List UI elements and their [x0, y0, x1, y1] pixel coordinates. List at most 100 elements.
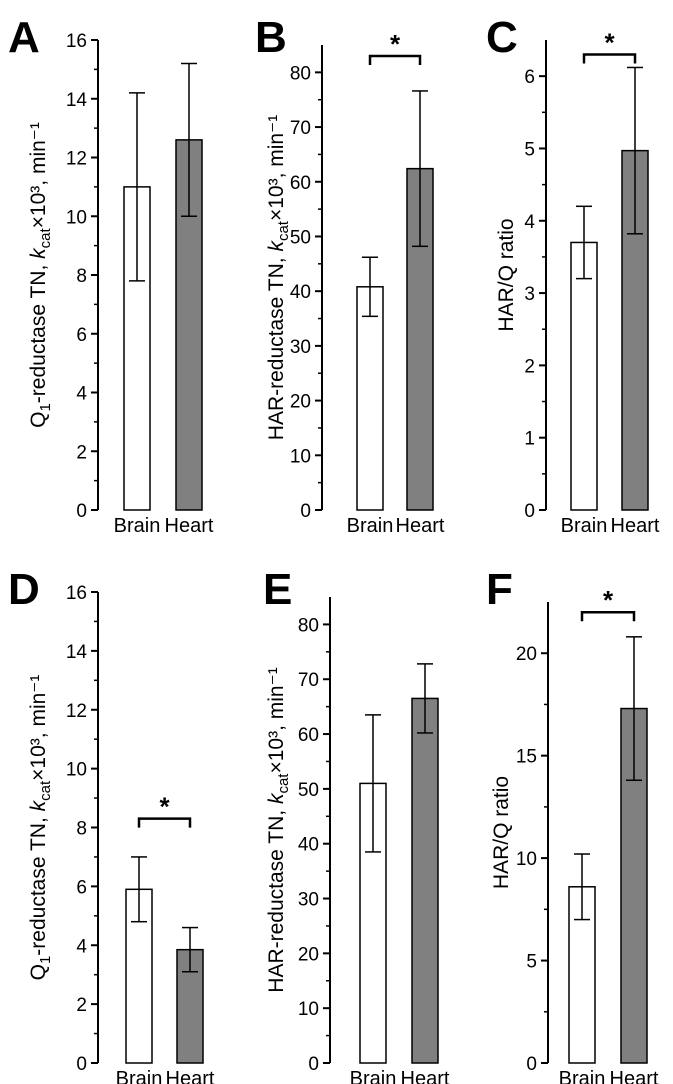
y-tick-label: 6 [76, 877, 87, 898]
y-tick-label: 5 [526, 952, 537, 973]
ylabel-part: HAR/Q ratio [490, 776, 513, 889]
y-tick-label: 80 [298, 615, 319, 636]
y-tick-label: 10 [290, 446, 311, 467]
panel-b: B 0 10 20 30 40 50 60 70 80 HAR-reductase TN, kcat… [255, 13, 445, 537]
ylabel-part: cat [37, 780, 54, 801]
ylabel-part: -reductase TN, [27, 259, 50, 403]
panel-letter: E [263, 565, 292, 614]
y-tick-label: 0 [524, 501, 535, 522]
y-tick-label: 40 [298, 835, 319, 856]
category-label: Heart [165, 515, 214, 537]
y-tick-label: 12 [66, 701, 87, 722]
ylabel-part: HAR-reductase TN, [265, 804, 288, 993]
ylabel-part: HAR-reductase TN, [265, 252, 288, 441]
y-axis-label: HAR-reductase TN, kcat×10³, min⁻¹ [265, 667, 292, 992]
y-tick-label: 16 [66, 31, 87, 52]
y-tick-label: 20 [298, 944, 319, 965]
y-tick-label: 3 [524, 284, 535, 305]
y-tick-label: 2 [76, 995, 87, 1016]
y-tick-label: 70 [290, 118, 311, 139]
panel-letter: A [8, 13, 40, 62]
ylabel-part: 1 [37, 403, 54, 411]
bar-brain [356, 286, 384, 511]
y-tick-label: 16 [66, 583, 87, 604]
category-label: Brain [561, 515, 608, 537]
y-tick-label: 40 [290, 282, 311, 303]
category-label: Heart [611, 515, 660, 537]
y-tick-label: 50 [290, 227, 311, 248]
y-tick-label: 10 [66, 207, 87, 228]
y-tick-label: 4 [524, 212, 535, 233]
ylabel-part: 1 [37, 956, 54, 964]
y-tick-label: 20 [516, 644, 537, 665]
category-label: Brain [114, 515, 161, 537]
y-tick-label: 70 [298, 670, 319, 691]
y-tick-label: 0 [300, 501, 311, 522]
panel-f: F 0 5 10 15 20 HAR/Q ratio Brain Heart * [486, 565, 659, 1084]
y-tick-label: 0 [76, 501, 87, 522]
category-label: Brain [347, 515, 394, 537]
significance-bracket [368, 54, 422, 65]
category-label: Heart [610, 1068, 659, 1084]
y-axis-label: Q1-reductase TN, kcat×10³, min⁻¹ [27, 675, 54, 981]
ylabel-part: Q [27, 964, 50, 980]
y-tick-label: 6 [76, 325, 87, 346]
y-tick-label: 14 [66, 642, 88, 663]
y-tick-label: 30 [298, 890, 319, 911]
y-tick-label: 60 [290, 173, 311, 194]
category-label: Heart [396, 515, 445, 537]
category-label: Brain [559, 1068, 606, 1084]
category-label: Brain [350, 1068, 397, 1084]
y-tick-label: 0 [526, 1054, 537, 1075]
ylabel-part: cat [275, 773, 292, 794]
panel-letter: C [486, 13, 518, 62]
y-tick-label: 10 [66, 760, 87, 781]
bar-heart [411, 697, 439, 1064]
ylabel-part: ×10³, min⁻¹ [27, 675, 50, 781]
y-tick-label: 0 [76, 1054, 87, 1075]
ylabel-part: k [27, 247, 50, 259]
bar-brain [570, 241, 598, 511]
significance-marker: * [604, 27, 615, 57]
significance-bracket [580, 610, 636, 622]
y-axis-label: HAR/Q ratio [495, 218, 518, 331]
panel-letter: B [255, 13, 287, 62]
category-label: Brain [116, 1068, 163, 1084]
panel-letter: F [486, 565, 513, 614]
ylabel-part: ×10³, min⁻¹ [265, 115, 288, 221]
y-tick-label: 12 [66, 149, 87, 170]
ylabel-part: -reductase TN, [27, 811, 50, 955]
y-tick-label: 2 [76, 442, 87, 463]
y-tick-label: 4 [76, 384, 87, 405]
y-axis-label: HAR/Q ratio [490, 776, 513, 889]
y-tick-label: 6 [524, 67, 535, 88]
significance-marker: * [603, 585, 614, 615]
y-tick-label: 60 [298, 725, 319, 746]
y-tick-label: 10 [298, 999, 319, 1020]
y-tick-label: 50 [298, 780, 319, 801]
y-tick-label: 0 [308, 1054, 319, 1075]
ylabel-part: k [265, 792, 288, 804]
ylabel-part: k [265, 240, 288, 252]
significance-marker: * [390, 29, 401, 59]
y-tick-label: 2 [524, 356, 535, 377]
ylabel-part: k [27, 799, 50, 811]
y-tick-label: 10 [516, 849, 537, 870]
ylabel-part: ×10³, min⁻¹ [27, 122, 50, 228]
ylabel-part: cat [37, 228, 54, 249]
y-axis-label: Q1-reductase TN, kcat×10³, min⁻¹ [27, 122, 54, 428]
significance-bracket [137, 817, 192, 828]
y-tick-label: 1 [524, 429, 535, 450]
y-axis-label: HAR-reductase TN, kcat×10³, min⁻¹ [265, 115, 292, 440]
y-tick-label: 8 [76, 266, 87, 287]
panel-e: E 0 10 20 30 40 50 60 70 80 HAR-reductase TN, kcat… [263, 565, 450, 1084]
ylabel-part: ×10³, min⁻¹ [265, 667, 288, 773]
y-tick-label: 14 [66, 90, 88, 111]
ylabel-part: cat [275, 220, 292, 241]
y-tick-label: 15 [516, 747, 537, 768]
y-tick-label: 5 [524, 139, 535, 160]
significance-bracket [582, 53, 637, 64]
category-label: Heart [166, 1068, 215, 1084]
y-tick-label: 4 [76, 936, 87, 957]
